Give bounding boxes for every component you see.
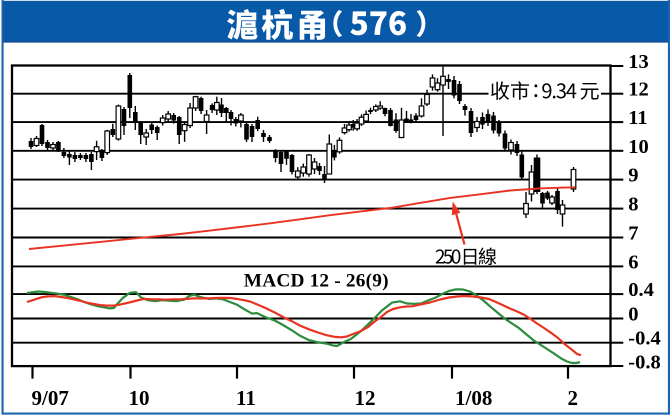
svg-text:13: 13 <box>628 51 649 73</box>
svg-text:11: 11 <box>236 386 256 410</box>
svg-text:MACD 12 - 26(9): MACD 12 - 26(9) <box>244 271 389 292</box>
svg-text:2: 2 <box>568 386 579 410</box>
svg-text:-0.4: -0.4 <box>628 328 660 350</box>
svg-text:12: 12 <box>355 386 376 410</box>
svg-text:0.4: 0.4 <box>628 279 654 301</box>
svg-text:8: 8 <box>628 194 638 216</box>
svg-text:12: 12 <box>628 79 649 101</box>
svg-text:10: 10 <box>129 386 150 410</box>
svg-text:0: 0 <box>628 304 638 326</box>
svg-text:10: 10 <box>628 136 649 158</box>
svg-text:11: 11 <box>628 107 647 129</box>
svg-text:1/08: 1/08 <box>455 386 492 410</box>
svg-text:6: 6 <box>628 251 638 273</box>
svg-text:9: 9 <box>628 165 638 187</box>
svg-text:-0.8: -0.8 <box>628 352 660 374</box>
svg-text:7: 7 <box>628 223 638 245</box>
svg-text:9/07: 9/07 <box>32 386 69 410</box>
